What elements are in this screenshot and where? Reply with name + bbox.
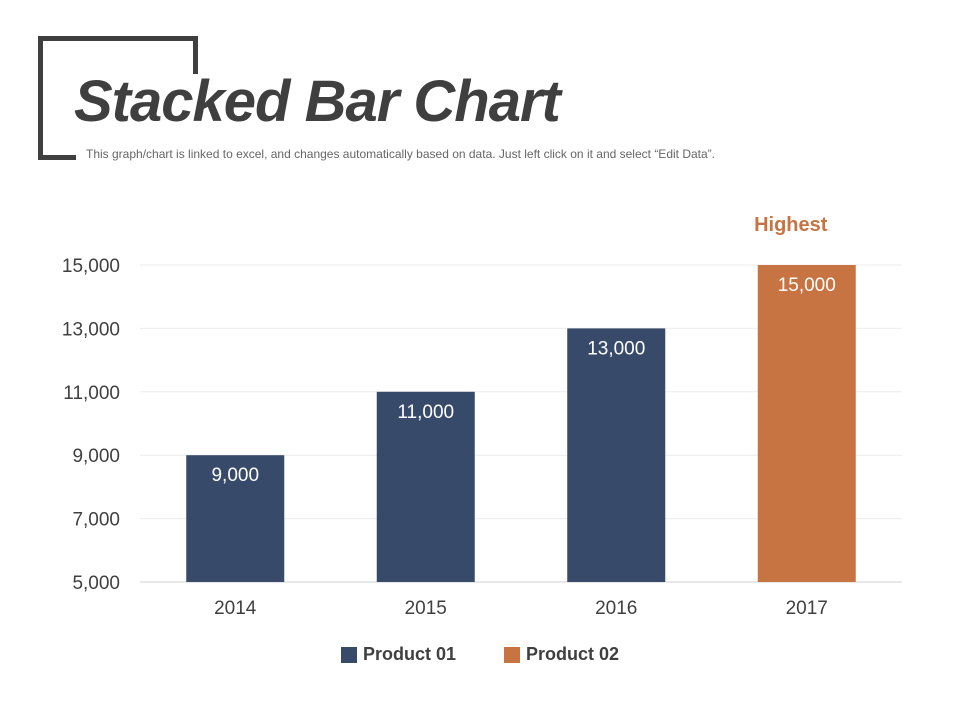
legend: Product 01 Product 02 — [0, 644, 960, 665]
bar-2014 — [186, 455, 285, 582]
legend-label: Product 02 — [526, 644, 620, 664]
bar-2017 — [757, 265, 856, 582]
frame-decoration — [38, 36, 198, 41]
y-tick-label: 5,000 — [72, 573, 120, 594]
y-tick-label: 15,000 — [62, 256, 120, 277]
data-label: 9,000 — [211, 465, 259, 486]
x-tick-label: 2014 — [214, 598, 257, 619]
annotation-highest: Highest — [754, 214, 828, 236]
y-tick-label: 7,000 — [72, 510, 120, 531]
x-tick-label: 2015 — [405, 598, 447, 619]
legend-item-product-01: Product 01 — [340, 644, 456, 665]
data-label: 11,000 — [397, 402, 454, 423]
frame-decoration — [38, 155, 76, 160]
frame-decoration — [38, 36, 43, 160]
y-tick-label: 13,000 — [62, 319, 120, 340]
x-tick-label: 2016 — [595, 598, 637, 619]
y-tick-label: 9,000 — [72, 446, 120, 467]
page-subtitle: This graph/chart is linked to excel, and… — [86, 147, 715, 161]
frame-decoration — [193, 36, 198, 74]
legend-swatch — [340, 646, 357, 663]
legend-swatch — [504, 646, 520, 663]
data-label: 15,000 — [778, 275, 836, 296]
x-tick-label: 2017 — [786, 598, 828, 619]
legend-label: Product 01 — [362, 644, 456, 664]
data-label: 13,000 — [587, 338, 645, 359]
legend-item-product-02: Product 02 — [504, 644, 619, 665]
page-title: Stacked Bar Chart — [74, 69, 561, 134]
bar-2016 — [567, 328, 666, 582]
y-tick-label: 11,000 — [63, 383, 120, 404]
bar-2015 — [376, 391, 475, 582]
